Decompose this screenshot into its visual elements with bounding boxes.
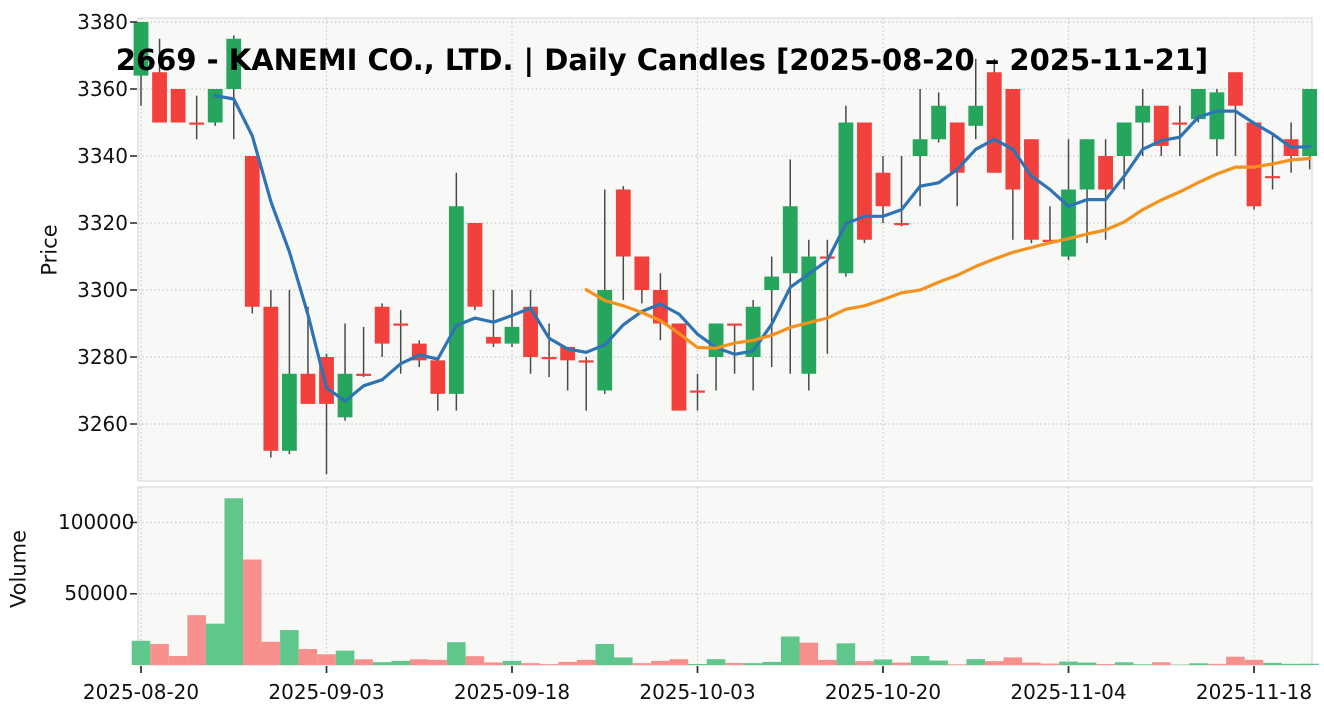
date-tick-label: 2025-09-03 (268, 680, 385, 704)
price-tick-label: 3320 (77, 210, 128, 235)
volume-tick-label: 100000 (58, 510, 135, 534)
chart-title: 2669 - KANEMI CO., LTD. | Daily Candles … (115, 43, 1209, 77)
volume-axis-label: Volume (6, 529, 31, 609)
price-tick-label: 3280 (77, 344, 128, 369)
price-tick-label: 3300 (77, 277, 128, 302)
date-tick-label: 2025-11-18 (1195, 680, 1313, 704)
date-tick-label: 2025-11-04 (1010, 680, 1127, 704)
date-tick-label: 2025-08-20 (82, 680, 200, 704)
date-tick-label: 2025-10-20 (824, 680, 942, 704)
price-tick-label: 3380 (77, 9, 128, 34)
price-tick-label: 3260 (77, 411, 128, 436)
price-tick-label: 3340 (77, 143, 128, 168)
volume-tick-label: 50000 (64, 581, 128, 606)
price-tick-label: 3360 (77, 76, 128, 101)
date-tick-label: 2025-10-03 (639, 680, 756, 704)
date-tick-label: 2025-09-18 (453, 680, 571, 704)
